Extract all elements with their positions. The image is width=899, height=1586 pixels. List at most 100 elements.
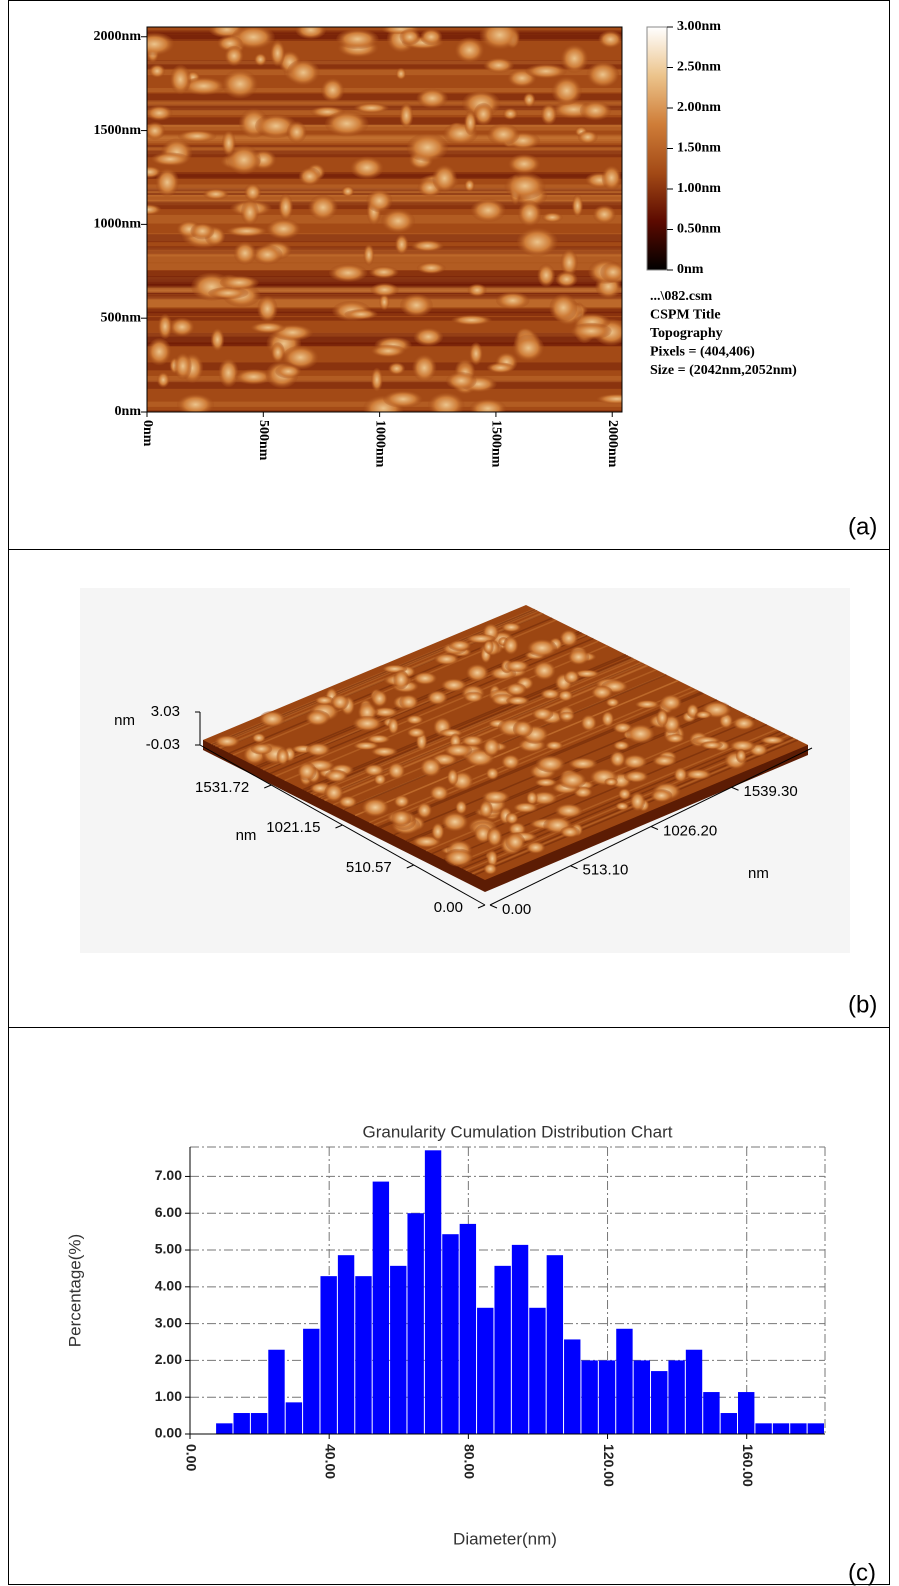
x-tick-label: 80.00 (462, 1444, 478, 1479)
grain (370, 344, 406, 358)
grain (400, 293, 433, 317)
x-tick-label: 0nm (140, 420, 155, 447)
grain (147, 204, 162, 215)
bar (511, 1244, 529, 1434)
image-streak (147, 123, 622, 127)
bar (703, 1392, 720, 1434)
grain (387, 717, 399, 735)
image-streak (147, 187, 622, 192)
bar (233, 1413, 250, 1434)
grain (208, 286, 249, 300)
grain (626, 724, 655, 744)
grain (557, 689, 574, 702)
bar (807, 1423, 824, 1434)
image-streak (147, 250, 622, 254)
grain (531, 707, 554, 721)
grain (444, 848, 473, 867)
grain (350, 156, 384, 179)
bar (529, 1307, 546, 1434)
grain (483, 737, 500, 757)
y-tick (406, 864, 414, 869)
surface-streak (354, 679, 679, 817)
grain (427, 690, 448, 705)
grain (259, 710, 286, 728)
grain (483, 57, 514, 73)
grain (570, 322, 612, 340)
grain (190, 222, 215, 240)
grain (567, 649, 590, 666)
grain (420, 28, 443, 46)
grain (479, 800, 493, 818)
grain (416, 802, 433, 819)
grain (482, 790, 510, 804)
grain (463, 691, 484, 703)
x-tick-label: 513.10 (583, 862, 629, 879)
grain (656, 709, 669, 727)
grain (276, 748, 289, 766)
x-tick-label: 1539.30 (744, 783, 798, 800)
grain (504, 172, 546, 200)
grain (257, 295, 278, 323)
grain (464, 110, 477, 136)
grain (605, 697, 620, 708)
grain (372, 707, 398, 718)
grain (371, 690, 388, 708)
grain (507, 154, 541, 174)
image-streak (147, 35, 622, 41)
image-streak (147, 253, 622, 257)
grain (454, 37, 485, 63)
grain (383, 390, 424, 408)
info-line: ...\082.csm (650, 289, 713, 304)
bar (390, 1265, 407, 1434)
grain (504, 660, 530, 673)
grain (483, 639, 494, 654)
grain (503, 636, 519, 655)
image-streak (147, 69, 622, 76)
grain (448, 640, 472, 652)
grain (469, 342, 483, 366)
y-tick-label: 1021.15 (266, 819, 320, 836)
x-tick-label: 1000nm (372, 420, 387, 468)
image-streak (147, 380, 622, 389)
grain (592, 205, 616, 224)
z-axis-label: nm (114, 712, 135, 729)
info-line: Size = (2042nm,2052nm) (650, 363, 797, 378)
grain (441, 811, 469, 832)
x-tick (570, 865, 578, 870)
colorbar (646, 26, 668, 271)
image-streak (147, 233, 622, 242)
grain (622, 754, 648, 770)
grain (516, 227, 558, 257)
grain (600, 262, 622, 283)
grain (577, 130, 598, 144)
grain (535, 755, 566, 773)
figure-border (8, 0, 890, 1585)
grain (320, 77, 345, 103)
grain (282, 345, 319, 370)
image-streak (147, 172, 622, 178)
y-tick-label: 500nm (101, 310, 142, 325)
colorbar-tick-label: 3.00nm (677, 19, 721, 34)
grain (470, 198, 506, 222)
bar (320, 1276, 337, 1434)
y-tick-label: 2.00 (155, 1351, 182, 1367)
grain (732, 716, 756, 731)
bar (790, 1423, 807, 1434)
grain (379, 293, 390, 311)
grain (545, 740, 564, 751)
grain (147, 165, 162, 179)
grain (177, 130, 217, 143)
grain (173, 352, 192, 380)
grain (244, 183, 262, 202)
grain (431, 822, 445, 841)
grain (447, 768, 459, 786)
grain (370, 367, 383, 392)
image-streak (147, 375, 622, 383)
image-streak (147, 145, 622, 148)
image-frame (146, 26, 623, 413)
grain (530, 791, 558, 805)
y-tick-label: 1500nm (94, 123, 142, 138)
bar (616, 1328, 633, 1434)
image-streak (147, 146, 622, 155)
